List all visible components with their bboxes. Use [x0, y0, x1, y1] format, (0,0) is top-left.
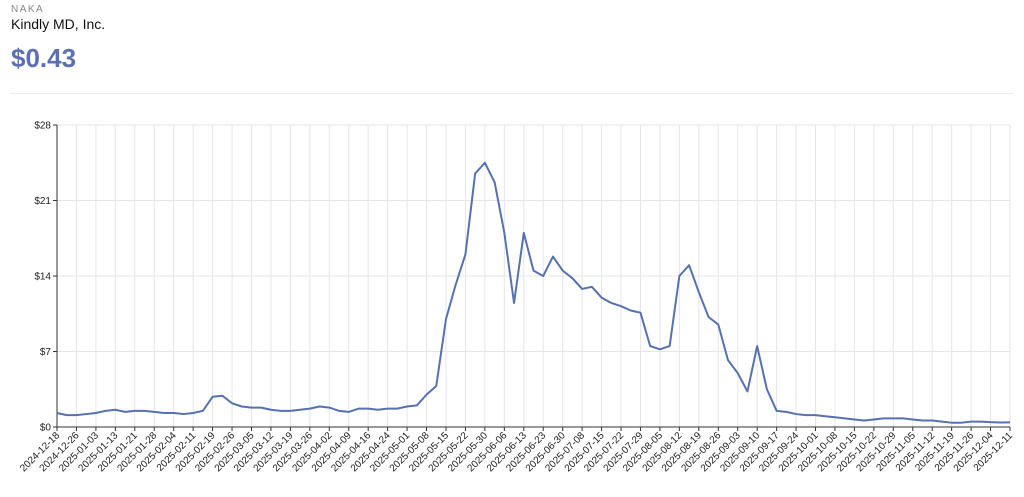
y-tick-label: $7 [40, 347, 52, 358]
y-tick-label: $21 [34, 196, 51, 207]
y-tick-label: $0 [40, 423, 52, 434]
company-name: Kindly MD, Inc. [11, 16, 105, 32]
y-tick-label: $28 [34, 121, 51, 132]
y-tick-label: $14 [34, 272, 51, 283]
price: $0.43 [11, 43, 76, 73]
price-line [56, 161, 1011, 424]
ticker: NAKA [11, 4, 44, 15]
